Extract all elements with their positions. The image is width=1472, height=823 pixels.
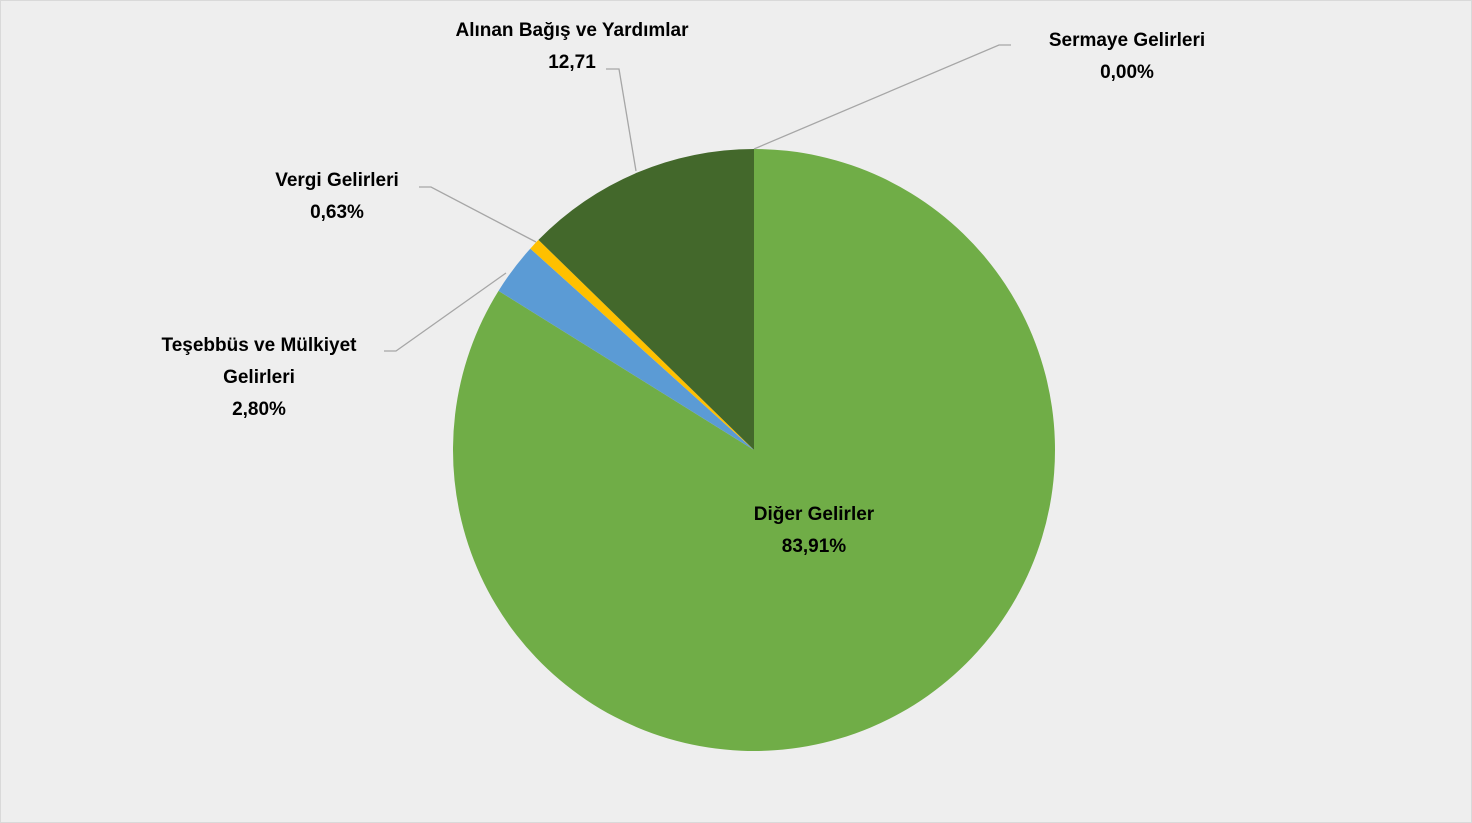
value-label: 12,71 [548, 52, 596, 73]
pie-slice [538, 149, 754, 450]
value-label: 0,63% [310, 202, 364, 223]
value-label: 2,80% [232, 399, 286, 420]
category-label: Diğer Gelirler [753, 504, 875, 525]
pie-slice [498, 248, 754, 450]
leader-line [753, 44, 1011, 150]
category-label: Teşebbüs ve Mülkiyet Gelirleri [161, 335, 357, 388]
category-label: Alınan Bağış ve Yardımlar [455, 20, 689, 41]
value-label: 83,91% [781, 536, 847, 557]
category-label: Vergi Gelirleri [275, 170, 399, 191]
leader-line [419, 186, 537, 243]
pie-slice [530, 239, 754, 450]
data-label: Sermaye Gelirleri 0,00% [997, 25, 1257, 89]
category-label: Sermaye Gelirleri [1048, 30, 1206, 51]
data-label: Teşebbüs ve Mülkiyet Gelirleri 2,80% [129, 330, 389, 426]
data-label: Vergi Gelirleri 0,63% [227, 165, 447, 229]
data-label: Alınan Bağış ve Yardımlar 12,71 [412, 15, 732, 79]
leader-line [384, 272, 507, 352]
leader-line [606, 68, 637, 172]
value-label: 0,00% [1100, 62, 1154, 83]
data-label: Diğer Gelirler 83,91% [684, 499, 944, 563]
